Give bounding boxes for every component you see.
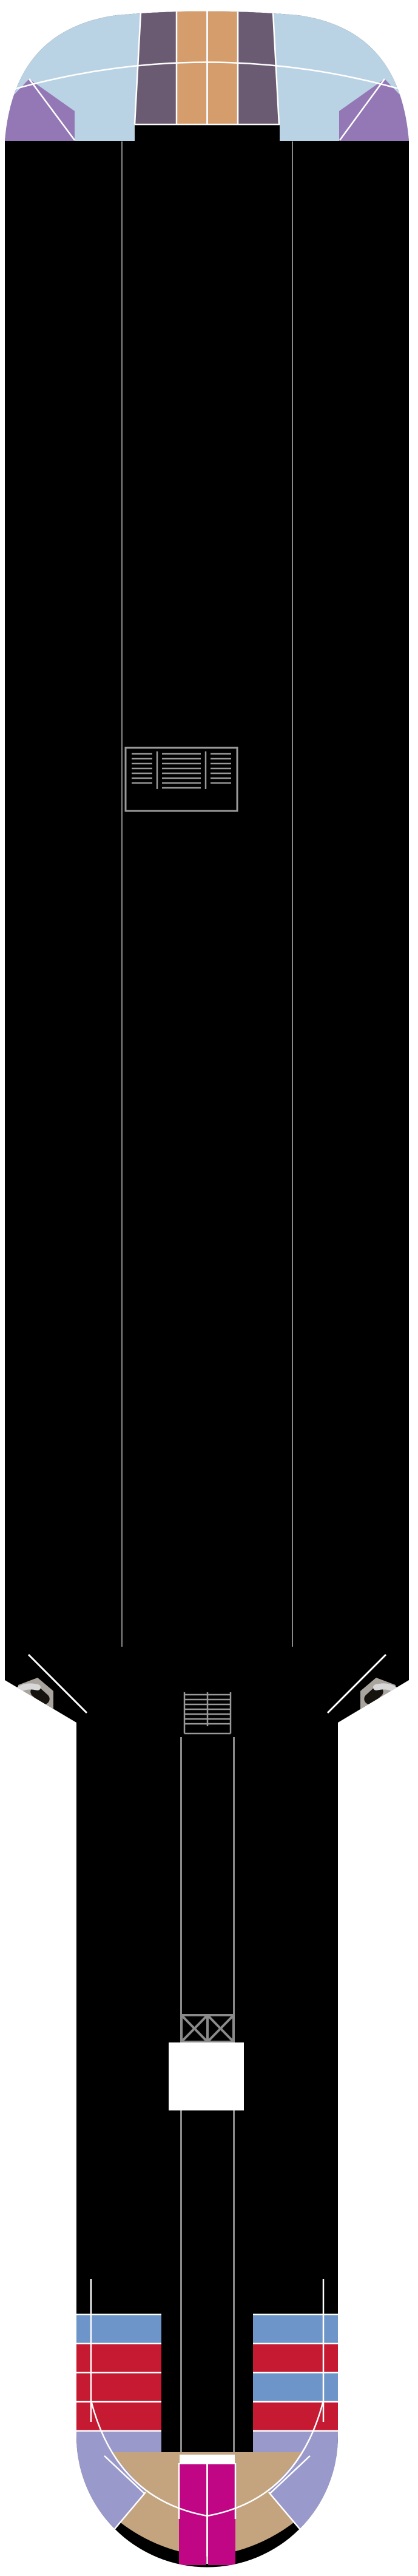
haven-private-elevators-label xyxy=(169,2042,244,2110)
